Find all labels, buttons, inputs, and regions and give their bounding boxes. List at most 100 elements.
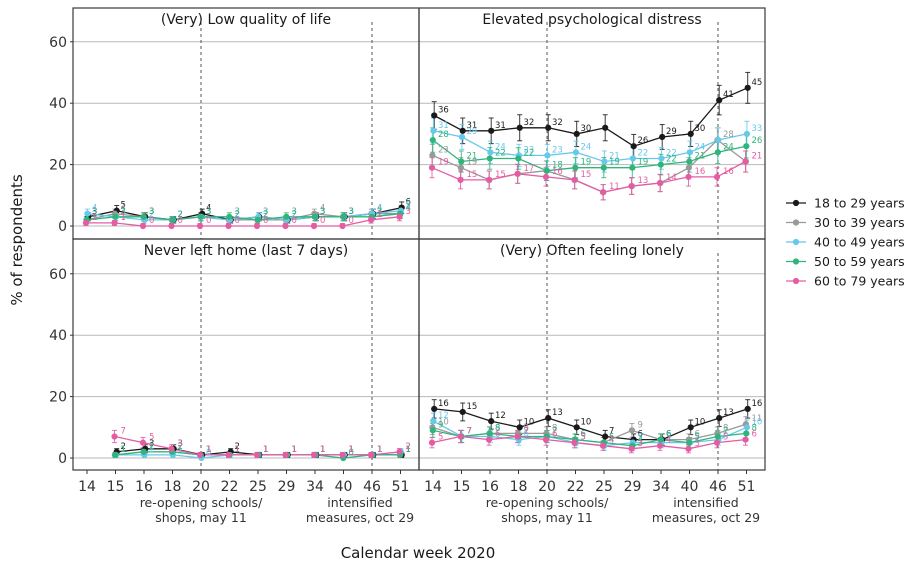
- point-label-never-left-home-last-7-days-30-to-39-years-week-22: 1: [235, 445, 240, 455]
- point-elevated-psychological-distress-60-to-79-years-week-14: [428, 164, 436, 171]
- point-label-never-left-home-last-7-days-40-to-49-years-week-25: 1: [263, 445, 268, 455]
- event-label-2-46-0: intensified: [327, 495, 392, 510]
- point-label-very-low-quality-of-life-30-to-39-years-week-46: 4: [377, 204, 382, 214]
- point-label-very-low-quality-of-life-50-to-59-years-week-14: 2: [92, 210, 97, 220]
- point-elevated-psychological-distress-40-to-49-years-week-22: [572, 149, 580, 156]
- point-very-often-feeling-lonely-18-to-29-years-week-46: [716, 414, 723, 422]
- point-label-very-often-feeling-lonely-40-to-49-years-week-40: 5: [695, 433, 700, 443]
- point-very-low-quality-of-life-50-to-59-years-week-25: [254, 216, 261, 223]
- x-tick-label-2-18: 18: [164, 479, 182, 495]
- point-label-elevated-psychological-distress-50-to-59-years-week-51: 26: [752, 136, 763, 146]
- point-very-often-feeling-lonely-50-to-59-years-week-46: [714, 433, 721, 440]
- point-label-very-low-quality-of-life-60-to-79-years-week-16: 0: [149, 216, 154, 226]
- point-label-very-often-feeling-lonely-30-to-39-years-week-14: 10: [438, 417, 449, 427]
- point-label-very-low-quality-of-life-30-to-39-years-week-40: 3: [349, 207, 354, 217]
- point-elevated-psychological-distress-40-to-49-years-week-14: [430, 127, 437, 134]
- point-label-never-left-home-last-7-days-50-to-59-years-week-46: 1: [377, 445, 382, 455]
- point-label-very-low-quality-of-life-18-to-29-years-week-16: 3: [149, 207, 154, 217]
- point-elevated-psychological-distress-50-to-59-years-week-34: [657, 161, 664, 168]
- panel-frames: [72, 7, 766, 471]
- point-elevated-psychological-distress-40-to-49-years-week-15: [458, 133, 465, 141]
- point-label-very-often-feeling-lonely-60-to-79-years-week-20: 6: [552, 430, 557, 440]
- point-label-very-often-feeling-lonely-40-to-49-years-week-14: 12: [438, 411, 449, 421]
- point-elevated-psychological-distress-40-to-49-years-week-40: [686, 149, 694, 156]
- point-label-elevated-psychological-distress-18-to-29-years-week-40: 30: [695, 124, 706, 134]
- point-label-never-left-home-last-7-days-40-to-49-years-week-18: 1: [178, 445, 183, 455]
- x-tick-label-3-22: 22: [567, 479, 585, 495]
- point-label-very-low-quality-of-life-40-to-49-years-week-25: 3: [263, 207, 268, 217]
- point-elevated-psychological-distress-60-to-79-years-week-25: [599, 189, 607, 196]
- x-tick-label-3-51: 51: [738, 479, 756, 495]
- point-label-very-low-quality-of-life-30-to-39-years-week-29: 2: [292, 210, 297, 220]
- point-label-very-low-quality-of-life-18-to-29-years-week-34: 3: [320, 207, 325, 217]
- point-label-very-often-feeling-lonely-60-to-79-years-week-22: 5: [581, 433, 586, 443]
- legend-marker-18-to-29-years: [792, 199, 800, 207]
- point-label-very-low-quality-of-life-50-to-59-years-week-34: 3: [320, 207, 325, 217]
- point-elevated-psychological-distress-50-to-59-years-week-40: [686, 158, 693, 165]
- point-never-left-home-last-7-days-60-to-79-years-week-46: [367, 451, 375, 459]
- point-label-elevated-psychological-distress-40-to-49-years-week-16: 24: [495, 142, 506, 152]
- point-label-very-low-quality-of-life-40-to-49-years-week-20: 3: [206, 207, 211, 217]
- point-very-low-quality-of-life-60-to-79-years-week-29: [282, 222, 289, 230]
- point-very-often-feeling-lonely-18-to-29-years-week-51: [744, 405, 751, 412]
- point-label-never-left-home-last-7-days-40-to-49-years-week-40: 1: [349, 445, 354, 455]
- x-tick-label-3-46: 46: [709, 479, 727, 495]
- point-label-very-often-feeling-lonely-18-to-29-years-week-34: 6: [666, 430, 671, 440]
- point-label-very-often-feeling-lonely-40-to-49-years-week-15: 7: [467, 427, 472, 437]
- point-label-never-left-home-last-7-days-18-to-29-years-week-22: 2: [235, 442, 240, 452]
- point-very-often-feeling-lonely-18-to-29-years-week-14: [431, 405, 438, 412]
- point-very-often-feeling-lonely-30-to-39-years-week-29: [628, 427, 636, 434]
- point-label-very-low-quality-of-life-40-to-49-years-week-34: 3: [320, 207, 325, 217]
- point-label-very-often-feeling-lonely-30-to-39-years-week-18: 8: [524, 423, 529, 433]
- point-label-very-often-feeling-lonely-60-to-79-years-week-51: 6: [752, 430, 757, 440]
- point-label-very-often-feeling-lonely-60-to-79-years-week-34: 4: [666, 436, 671, 446]
- point-label-very-low-quality-of-life-50-to-59-years-week-29: 3: [292, 207, 297, 217]
- point-very-often-feeling-lonely-18-to-29-years-week-16: [488, 418, 495, 425]
- point-elevated-psychological-distress-60-to-79-years-week-18: [514, 170, 521, 177]
- line-elevated-psychological-distress-40-to-49-years: [433, 130, 748, 163]
- x-tick-label-3-34: 34: [652, 479, 670, 495]
- point-label-never-left-home-last-7-days-30-to-39-years-week-34: 1: [320, 445, 325, 455]
- point-never-left-home-last-7-days-60-to-79-years-week-25: [253, 451, 261, 459]
- point-label-never-left-home-last-7-days-50-to-59-years-week-34: 1: [320, 445, 325, 455]
- point-label-elevated-psychological-distress-60-to-79-years-week-51: 21: [752, 152, 763, 162]
- point-elevated-psychological-distress-60-to-79-years-week-22: [571, 176, 578, 184]
- grid-layer: [73, 41, 765, 459]
- point-label-very-often-feeling-lonely-18-to-29-years-week-15: 15: [467, 402, 478, 412]
- point-very-often-feeling-lonely-60-to-79-years-week-25: [599, 442, 607, 449]
- x-tick-label-2-34: 34: [306, 479, 324, 495]
- point-label-never-left-home-last-7-days-30-to-39-years-week-29: 1: [292, 445, 297, 455]
- point-very-often-feeling-lonely-50-to-59-years-week-34: [657, 436, 664, 443]
- event-label-3-20-0: re-opening schools/: [486, 495, 609, 510]
- x-tick-label-2-22: 22: [221, 479, 239, 495]
- point-label-very-often-feeling-lonely-30-to-39-years-week-51: 11: [752, 414, 763, 424]
- point-label-never-left-home-last-7-days-30-to-39-years-week-40: 1: [349, 445, 354, 455]
- point-very-often-feeling-lonely-18-to-29-years-week-40: [687, 424, 694, 431]
- point-never-left-home-last-7-days-50-to-59-years-week-16: [140, 448, 147, 455]
- point-elevated-psychological-distress-18-to-29-years-week-34: [659, 133, 666, 141]
- point-very-low-quality-of-life-50-to-59-years-week-20: [197, 213, 204, 220]
- point-elevated-psychological-distress-18-to-29-years-week-18: [516, 124, 523, 131]
- point-very-often-feeling-lonely-60-to-79-years-week-18: [514, 433, 521, 440]
- point-label-very-often-feeling-lonely-60-to-79-years-week-29: 3: [638, 439, 643, 449]
- point-never-left-home-last-7-days-60-to-79-years-week-29: [282, 451, 289, 459]
- point-label-very-often-feeling-lonely-40-to-49-years-week-46: 6: [723, 430, 728, 440]
- point-very-often-feeling-lonely-40-to-49-years-week-51: [743, 424, 751, 431]
- point-elevated-psychological-distress-60-to-79-years-week-46: [713, 173, 721, 180]
- point-label-never-left-home-last-7-days-18-to-29-years-week-15: 2: [121, 442, 126, 452]
- point-label-never-left-home-last-7-days-60-to-79-years-week-29: 1: [292, 445, 297, 455]
- point-label-elevated-psychological-distress-50-to-59-years-week-18: 22: [524, 148, 535, 158]
- point-label-very-often-feeling-lonely-50-to-59-years-week-40: 5: [695, 433, 700, 443]
- y-tick-label-2-40: 40: [49, 328, 67, 344]
- point-elevated-psychological-distress-50-to-59-years-week-51: [743, 143, 750, 150]
- point-label-very-low-quality-of-life-60-to-79-years-week-25: 0: [263, 216, 268, 226]
- event-labels: re-opening schools/shops, may 11 intensif…: [140, 495, 760, 525]
- event-label-3-46-1: measures, oct 29: [652, 510, 760, 525]
- x-tick-label-2-14: 14: [78, 479, 96, 495]
- point-label-very-often-feeling-lonely-30-to-39-years-week-25: 5: [609, 433, 614, 443]
- point-very-low-quality-of-life-50-to-59-years-week-16: [140, 213, 147, 220]
- point-label-very-low-quality-of-life-50-to-59-years-week-25: 2: [263, 210, 268, 220]
- point-label-very-low-quality-of-life-18-to-29-years-week-29: 2: [292, 210, 297, 220]
